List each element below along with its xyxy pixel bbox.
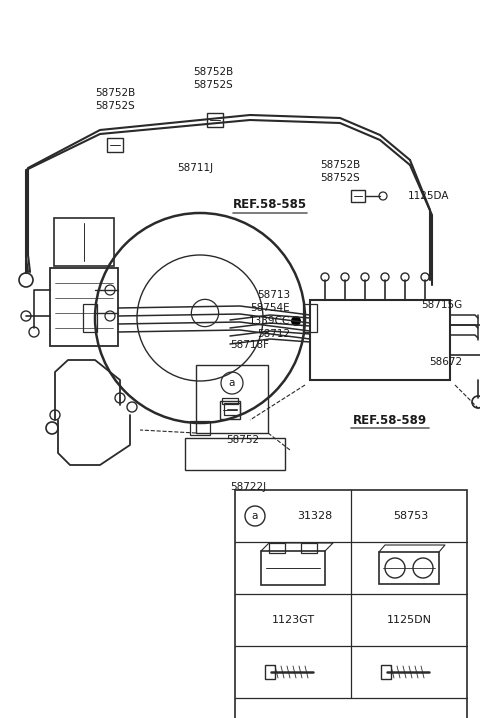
Text: 58752: 58752 [227,435,260,445]
Bar [222,398,238,404]
Bar [303,304,317,332]
Text: 58752S: 58752S [320,173,360,183]
Bar [220,401,240,419]
Bar [83,304,97,332]
Text: 58752S: 58752S [193,80,233,90]
Text: 58752B: 58752B [95,88,135,98]
Text: 58754E: 58754E [251,303,290,313]
Text: REF.58-585: REF.58-585 [233,198,307,212]
Bar [185,438,285,470]
Text: REF.58-589: REF.58-589 [353,414,427,426]
Bar [54,218,114,266]
Text: 58715G: 58715G [421,300,462,310]
Text: a: a [252,511,258,521]
Text: 58752S: 58752S [95,101,135,111]
Bar [224,403,240,415]
Text: 58711J: 58711J [177,163,213,173]
Bar [301,543,317,553]
Bar [50,268,118,346]
Bar [235,490,467,718]
Circle shape [291,316,301,326]
Text: a: a [229,378,235,388]
Bar [265,665,275,679]
Text: 1125DN: 1125DN [386,615,432,625]
Text: 58713: 58713 [257,290,290,300]
Bar [269,543,285,553]
Text: 58752B: 58752B [320,160,360,170]
Bar [351,190,365,202]
Text: 1123GT: 1123GT [271,615,314,625]
Text: 1339CC: 1339CC [249,316,290,326]
Bar [261,551,325,585]
Bar [196,365,268,433]
Text: 58712: 58712 [257,329,290,339]
Bar [381,665,391,679]
Bar [190,421,210,435]
Text: 58718F: 58718F [230,340,269,350]
Text: 1125DA: 1125DA [408,191,449,201]
Text: 58753: 58753 [394,511,429,521]
Text: 58752B: 58752B [193,67,233,77]
Bar [107,138,123,152]
Bar [310,300,450,380]
Text: 31328: 31328 [298,511,333,521]
Bar [207,113,223,127]
Bar [379,552,439,584]
Text: 58672: 58672 [429,357,462,367]
Text: 58722J: 58722J [230,482,266,492]
